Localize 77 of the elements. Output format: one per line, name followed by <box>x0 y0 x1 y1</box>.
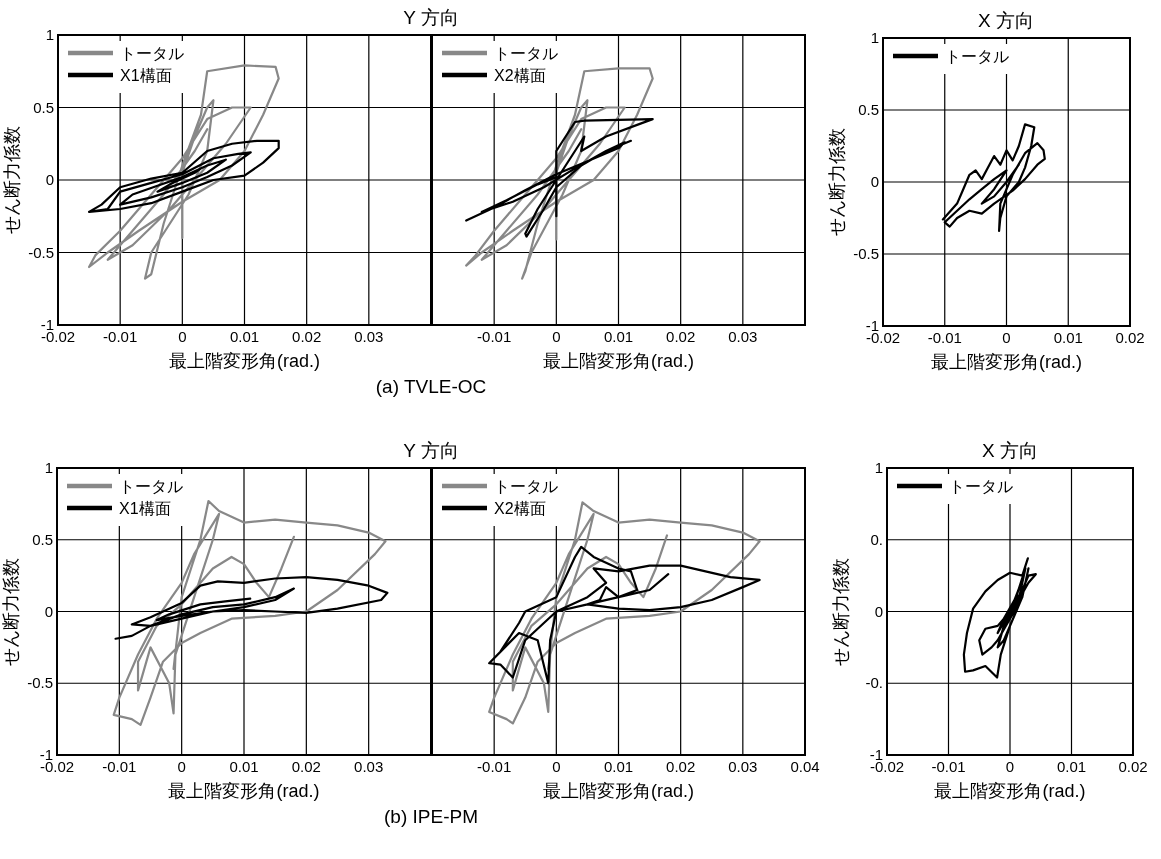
legend-label: X1構面 <box>119 500 171 517</box>
x-tick-label: 0.02 <box>1118 758 1148 775</box>
x-tick-label: 0.01 <box>603 328 634 345</box>
x-tick-label: 0 <box>1005 758 1015 775</box>
x-tick-label: -0.01 <box>102 758 137 775</box>
x-tick-label: -0.01 <box>931 758 966 775</box>
x-axis-title: 最上階変形角(rad.) <box>934 781 1086 801</box>
y-tick-label: -1 <box>39 746 53 763</box>
text: (a) TVLE-OC <box>375 376 487 397</box>
x-axis-title: 最上階変形角(rad.) <box>542 781 695 801</box>
chart-title: Y 方向 <box>403 7 459 28</box>
x-tick-label: 0.02 <box>666 328 696 345</box>
x-tick-label: 0.01 <box>603 758 634 775</box>
x-tick-label: -0.01 <box>103 328 138 345</box>
x-axis-title: 最上階変形角(rad.) <box>542 351 695 371</box>
y-tick-label: -0.5 <box>28 243 54 261</box>
chart-title: X 方向 <box>982 440 1038 461</box>
y-tick-label: 1 <box>44 459 53 476</box>
y-tick-label: -0. <box>865 674 883 692</box>
y-axis-title: せん断力係数 <box>1 557 21 666</box>
x-tick-label: -0.01 <box>477 328 512 345</box>
legend-label: トータル <box>119 478 183 495</box>
y-tick-label: 1 <box>870 29 879 46</box>
y-tick-label: -1 <box>869 746 883 763</box>
x-tick-label: 0.04 <box>790 758 820 775</box>
legend-label: トータル <box>945 48 1009 65</box>
legend-label: X1構面 <box>120 67 172 84</box>
chart-title: X 方向 <box>978 10 1034 31</box>
x-tick-label: 0 <box>178 328 187 345</box>
text: (b) IPE-PM <box>384 806 478 827</box>
line-series <box>87 64 280 280</box>
x-tick-label: 0.01 <box>1053 329 1083 346</box>
y-tick-label: -1 <box>865 317 879 334</box>
x-tick-label: 0 <box>177 758 186 775</box>
x-tick-label: 0.01 <box>229 328 260 345</box>
x-tick-label: 0.02 <box>1115 329 1145 346</box>
x-tick-label: 0.03 <box>354 328 384 345</box>
legend-label: トータル <box>949 478 1013 495</box>
legend-label: X2構面 <box>494 500 546 517</box>
legend-label: トータル <box>494 45 558 62</box>
legend-label: X2構面 <box>494 67 546 84</box>
legend-label: トータル <box>494 478 558 495</box>
x-tick-label: -0.01 <box>927 329 962 346</box>
x-axis-title: 最上階変形角(rad.) <box>168 351 321 371</box>
legend-label: トータル <box>120 45 184 62</box>
y-tick-label: -1 <box>40 316 54 333</box>
y-axis-title: せん断力係数 <box>2 126 22 234</box>
x-tick-label: 0 <box>1002 329 1011 346</box>
y-tick-label: 0.5 <box>858 101 879 118</box>
x-tick-label: 0.01 <box>229 758 259 775</box>
x-tick-label: 0.03 <box>354 758 384 775</box>
x-tick-label: 0.01 <box>1056 758 1087 775</box>
chart-title: Y 方向 <box>403 440 459 461</box>
y-axis-title: せん断力係数 <box>827 128 847 236</box>
y-tick-label: 0.5 <box>33 98 54 116</box>
x-tick-label: 0.02 <box>291 758 321 775</box>
x-tick-label: 0 <box>552 328 561 345</box>
y-tick-label: 1 <box>874 459 883 476</box>
x-axis-title: 最上階変形角(rad.) <box>930 352 1083 372</box>
y-tick-label: -0.5 <box>27 674 53 692</box>
y-tick-label: 0 <box>874 602 883 620</box>
y-tick-label: 0 <box>45 171 54 188</box>
y-tick-label: -0.5 <box>853 245 879 262</box>
y-tick-label: 0 <box>870 173 879 190</box>
x-tick-label: 0.03 <box>728 328 758 345</box>
y-axis-title: せん断力係数 <box>831 557 851 666</box>
x-tick-label: 0.02 <box>666 758 696 775</box>
x-tick-label: 0.02 <box>292 328 322 345</box>
y-tick-label: 0. <box>870 530 883 548</box>
y-tick-label: 1 <box>45 26 54 43</box>
line-series <box>112 499 387 726</box>
x-axis-title: 最上階変形角(rad.) <box>168 781 320 801</box>
y-tick-label: 0.5 <box>32 530 53 548</box>
x-tick-label: 0 <box>552 758 561 775</box>
x-tick-label: -0.01 <box>477 758 512 775</box>
y-tick-label: 0 <box>44 602 53 620</box>
x-tick-label: 0.03 <box>728 758 758 775</box>
